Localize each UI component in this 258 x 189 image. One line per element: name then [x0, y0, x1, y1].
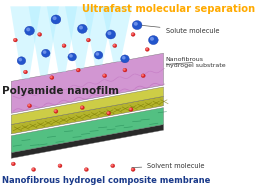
Circle shape — [51, 15, 61, 24]
Circle shape — [130, 108, 131, 110]
Circle shape — [132, 168, 133, 170]
Circle shape — [96, 53, 99, 55]
Polygon shape — [11, 96, 164, 134]
Circle shape — [141, 74, 145, 78]
Circle shape — [111, 165, 113, 166]
Circle shape — [32, 168, 34, 170]
Polygon shape — [83, 6, 114, 65]
Circle shape — [131, 168, 135, 171]
Circle shape — [114, 45, 115, 46]
Circle shape — [129, 108, 133, 111]
Polygon shape — [11, 108, 164, 153]
Circle shape — [106, 30, 116, 39]
Circle shape — [55, 110, 56, 112]
Circle shape — [19, 59, 21, 61]
Polygon shape — [29, 6, 59, 75]
Polygon shape — [10, 6, 41, 79]
Circle shape — [76, 68, 80, 72]
Circle shape — [121, 55, 129, 63]
Circle shape — [87, 39, 88, 40]
Circle shape — [103, 75, 105, 76]
Circle shape — [85, 168, 86, 170]
Circle shape — [43, 51, 46, 53]
Text: Solvent molecule: Solvent molecule — [132, 163, 205, 169]
Circle shape — [145, 48, 149, 51]
Circle shape — [23, 70, 28, 74]
Circle shape — [28, 105, 30, 106]
Circle shape — [11, 162, 15, 166]
Text: Nanofibrous
hydrogel substrate: Nanofibrous hydrogel substrate — [166, 57, 225, 68]
Circle shape — [113, 44, 117, 48]
Polygon shape — [102, 6, 132, 62]
Circle shape — [103, 74, 107, 78]
Circle shape — [17, 57, 26, 65]
Circle shape — [68, 53, 76, 61]
Circle shape — [42, 49, 50, 57]
Polygon shape — [11, 125, 164, 158]
Circle shape — [38, 33, 42, 36]
Circle shape — [51, 77, 52, 78]
Circle shape — [81, 106, 82, 108]
Circle shape — [59, 165, 60, 166]
Circle shape — [132, 21, 142, 30]
Circle shape — [70, 55, 72, 57]
Circle shape — [132, 33, 133, 35]
Circle shape — [111, 164, 115, 168]
Circle shape — [123, 68, 127, 72]
Circle shape — [50, 76, 54, 80]
Text: Solute molecule: Solute molecule — [142, 25, 219, 34]
Circle shape — [107, 112, 109, 113]
Circle shape — [94, 51, 103, 59]
Circle shape — [24, 71, 26, 72]
Circle shape — [77, 69, 78, 70]
Circle shape — [54, 109, 58, 113]
Circle shape — [27, 28, 30, 31]
Text: Ultrafast molecular separation: Ultrafast molecular separation — [82, 5, 255, 14]
Circle shape — [38, 33, 40, 35]
Text: Polyamide nanofilm: Polyamide nanofilm — [2, 86, 118, 96]
Polygon shape — [47, 6, 77, 72]
Circle shape — [25, 26, 34, 35]
Circle shape — [80, 26, 82, 29]
Circle shape — [13, 38, 17, 42]
Circle shape — [53, 17, 56, 19]
Circle shape — [149, 36, 158, 45]
Circle shape — [28, 104, 31, 108]
Circle shape — [86, 38, 91, 42]
Text: Nanofibrous hydrogel composite membrane: Nanofibrous hydrogel composite membrane — [3, 177, 211, 185]
Circle shape — [146, 48, 147, 50]
Circle shape — [131, 33, 135, 36]
Circle shape — [123, 57, 125, 59]
Circle shape — [63, 45, 64, 46]
Circle shape — [31, 168, 36, 171]
Circle shape — [107, 111, 111, 115]
Circle shape — [14, 39, 15, 40]
Circle shape — [84, 168, 88, 171]
Circle shape — [58, 164, 62, 168]
Circle shape — [108, 32, 111, 34]
Polygon shape — [11, 87, 164, 125]
Circle shape — [80, 106, 84, 109]
Polygon shape — [65, 6, 95, 69]
Circle shape — [134, 22, 137, 25]
Circle shape — [142, 75, 143, 76]
Circle shape — [151, 38, 153, 40]
Circle shape — [62, 44, 66, 48]
Polygon shape — [11, 53, 164, 113]
Circle shape — [12, 163, 13, 164]
Circle shape — [77, 24, 87, 33]
Circle shape — [124, 69, 125, 70]
